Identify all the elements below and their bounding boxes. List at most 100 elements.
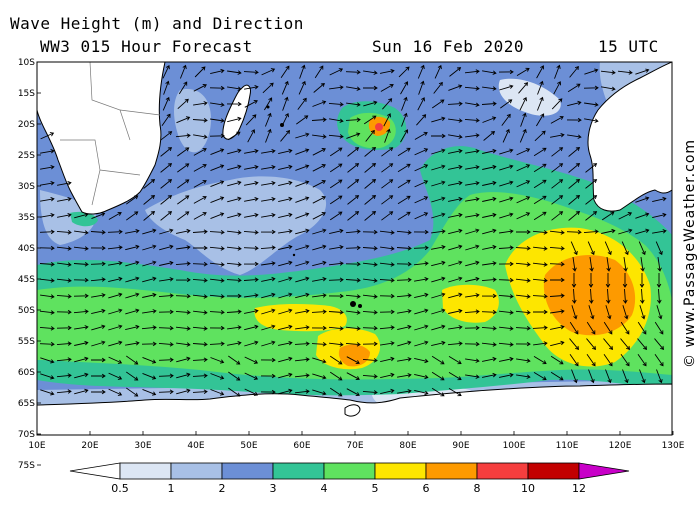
wave-arrow	[639, 273, 645, 288]
wave-arrow	[278, 196, 293, 203]
wave-arrow	[568, 146, 581, 157]
wave-arrow	[329, 211, 343, 221]
wave-arrow	[143, 178, 156, 189]
wave-arrow	[56, 373, 72, 378]
wave-arrow	[278, 324, 293, 331]
wave-arrow	[383, 113, 391, 127]
wave-arrow	[568, 178, 581, 189]
wave-arrow	[227, 86, 242, 91]
wave-arrow	[482, 356, 497, 362]
wave-arrow	[209, 246, 225, 251]
wave-arrow	[401, 112, 408, 127]
wave-arrow	[464, 341, 480, 347]
wave-arrow	[520, 112, 527, 127]
wave-arrow	[533, 341, 548, 346]
latitude-label: 25S	[18, 151, 35, 161]
wave-arrow	[40, 180, 55, 186]
wave-arrow	[314, 65, 324, 79]
wave-arrow	[177, 179, 190, 189]
wave-arrow	[312, 164, 326, 172]
wave-arrow	[533, 246, 548, 251]
wave-arrow	[227, 196, 242, 203]
wave-arrow	[176, 245, 191, 250]
wave-arrow	[583, 229, 599, 234]
wave-arrow	[312, 293, 327, 298]
wave-arrow	[328, 326, 344, 331]
wave-arrow	[465, 358, 480, 363]
wave-arrow	[365, 129, 375, 142]
wave-arrow	[550, 371, 564, 381]
wave-arrow	[40, 148, 55, 154]
wave-arrow	[158, 373, 174, 379]
wave-arrow	[572, 257, 577, 272]
wave-arrow	[56, 278, 72, 283]
legend-swatch	[425, 462, 478, 480]
wave-arrow	[362, 246, 378, 251]
wave-arrow	[160, 179, 173, 189]
wave-arrow	[142, 372, 157, 380]
wave-arrow	[448, 118, 463, 123]
wave-arrow	[108, 372, 123, 380]
wave-arrow	[311, 309, 327, 314]
wave-arrow	[312, 276, 327, 282]
wave-arrow	[312, 373, 327, 380]
wave-arrow	[162, 64, 170, 79]
wave-arrow	[465, 244, 480, 251]
wave-arrow	[244, 388, 259, 396]
wave-arrow	[74, 356, 89, 363]
wave-arrow	[243, 245, 259, 251]
wave-arrow	[226, 246, 242, 251]
color-legend: 0.5 1 2 3 4 5 6 8 10 12	[69, 462, 630, 495]
latitude-label: 20S	[18, 120, 35, 130]
wave-arrow	[295, 228, 310, 235]
wave-arrow	[345, 261, 361, 267]
wave-arrow	[414, 340, 429, 347]
wave-arrow	[516, 212, 531, 220]
island	[350, 301, 356, 307]
wave-arrow	[533, 163, 547, 173]
wave-arrow	[91, 293, 106, 298]
wave-arrow	[551, 98, 563, 110]
wave-arrow	[73, 309, 89, 314]
wave-arrow	[143, 210, 156, 221]
wave-arrow	[175, 261, 191, 266]
wave-arrow	[278, 229, 293, 234]
wave-arrow	[345, 69, 361, 75]
wave-arrow	[482, 86, 497, 91]
wave-arrow	[398, 66, 410, 78]
wave-arrow	[91, 389, 106, 395]
longitude-label: 80E	[399, 441, 416, 451]
wave-arrow	[397, 163, 411, 173]
wave-arrow	[209, 341, 225, 346]
wave-arrow	[618, 228, 633, 235]
wave-arrow	[569, 354, 579, 367]
wave-arrow	[431, 355, 445, 365]
wave-arrow	[418, 80, 425, 95]
legend-swatch	[119, 462, 172, 480]
wave-arrow	[347, 147, 360, 157]
wave-arrow	[295, 276, 310, 283]
wave-arrow	[39, 229, 55, 235]
wave-arrow	[637, 354, 647, 367]
africa-landmass	[37, 62, 166, 215]
wave-arrow	[260, 389, 276, 395]
wave-arrow	[176, 372, 191, 379]
wave-arrow	[226, 309, 242, 314]
wave-arrow	[192, 278, 208, 283]
wave-arrow	[295, 148, 310, 155]
wave-arrow	[551, 211, 564, 221]
wave-arrow	[465, 374, 480, 379]
latitude-label: 15S	[18, 89, 35, 99]
wave-arrow	[261, 148, 276, 154]
wave-arrow	[654, 338, 665, 351]
wave-arrow	[431, 308, 446, 315]
wave-arrow	[571, 305, 578, 320]
wave-arrow	[312, 100, 327, 107]
wave-arrow	[585, 195, 598, 205]
wave-arrow	[158, 293, 174, 298]
wave-arrow	[193, 134, 208, 139]
wave-arrow	[515, 262, 531, 267]
wave-arrow	[210, 102, 225, 107]
wave-arrow	[431, 371, 445, 381]
wave-arrow	[431, 276, 446, 283]
